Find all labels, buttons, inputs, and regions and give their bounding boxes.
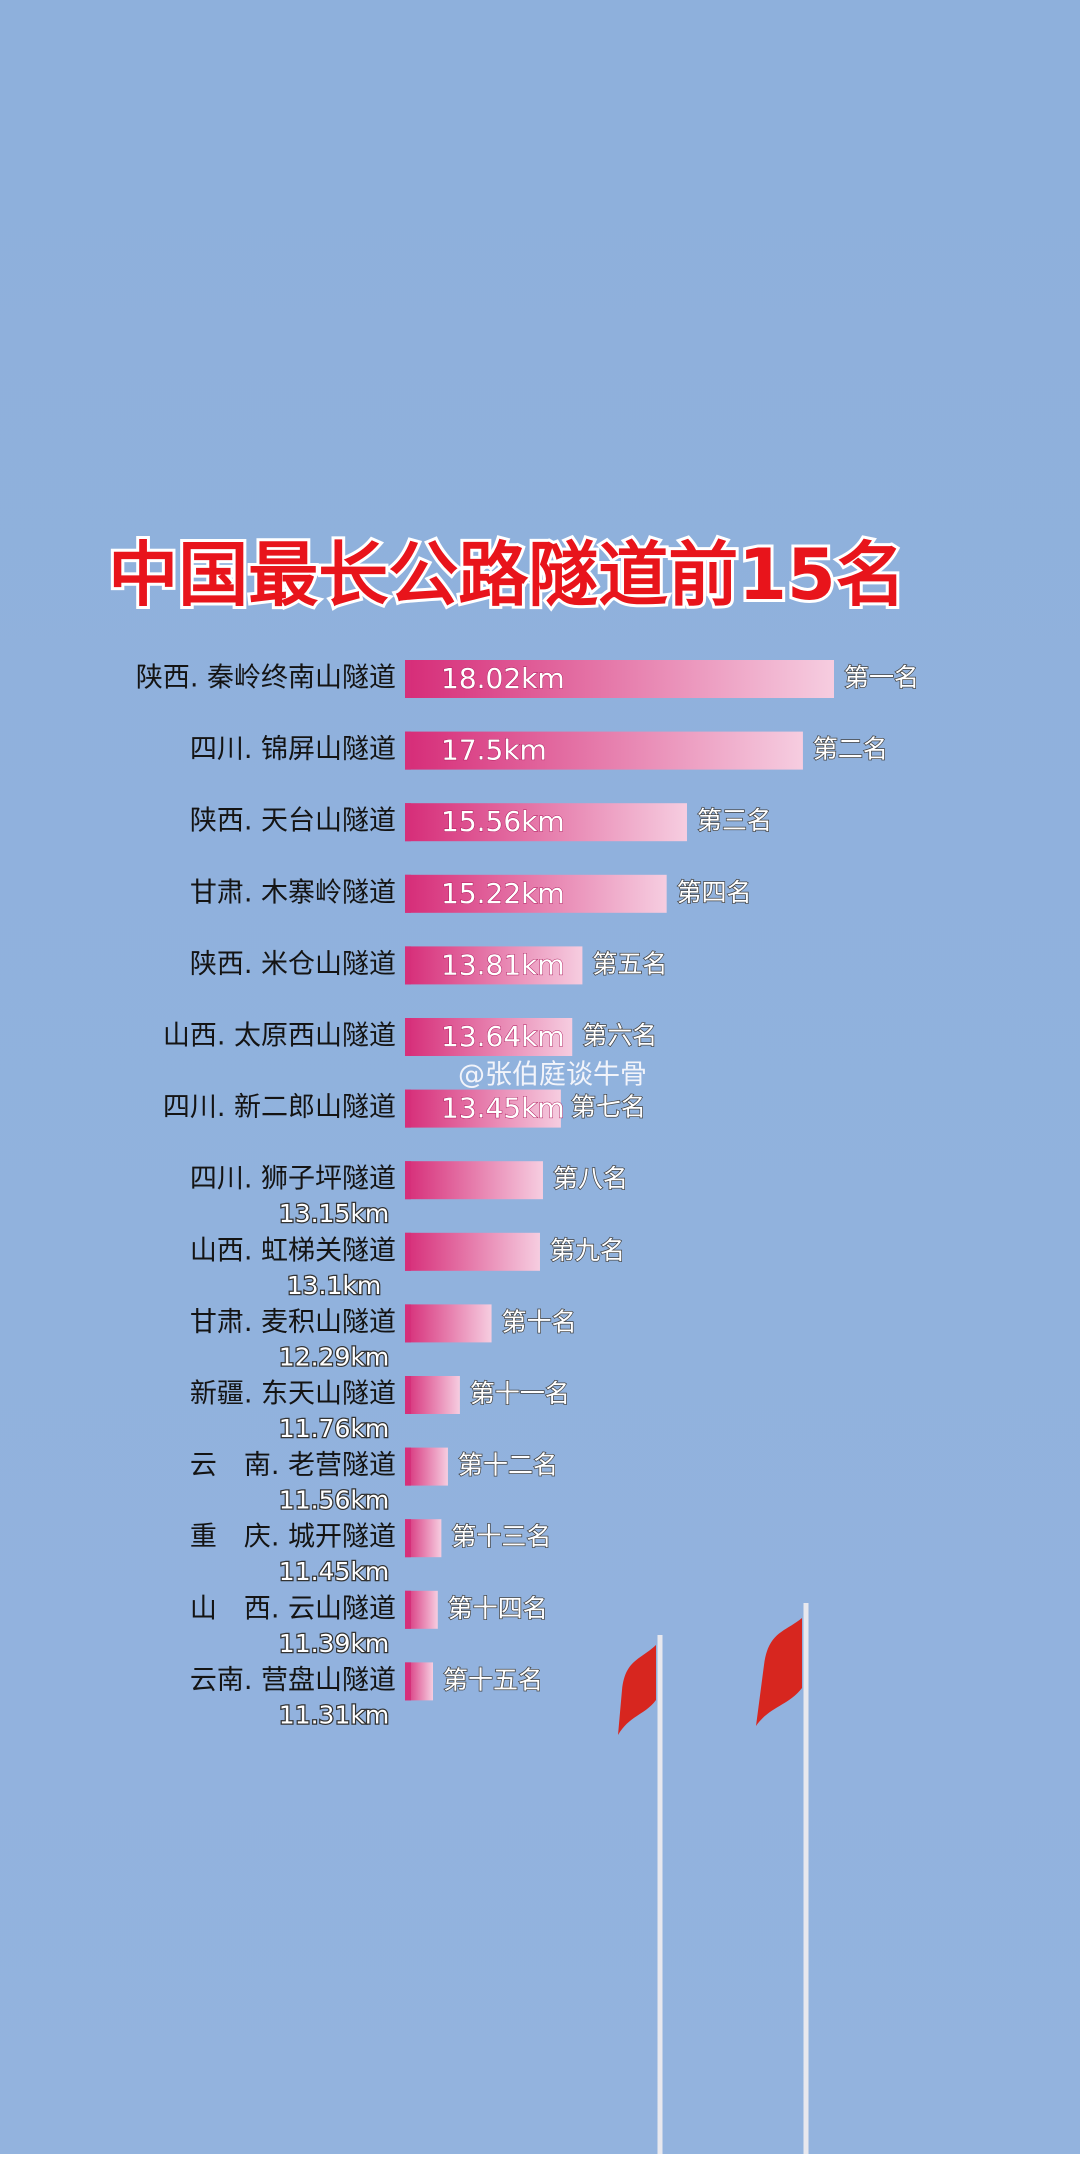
rank-label: 第十四名 xyxy=(448,1594,548,1623)
bar-edge xyxy=(405,1304,411,1343)
value-label: 15.56km xyxy=(441,805,565,838)
bar-edge xyxy=(405,1089,411,1128)
rank-label: 第六名 xyxy=(582,1021,657,1050)
bar xyxy=(405,946,583,985)
category-label: 山西. 太原西山隧道 xyxy=(163,1021,396,1052)
category-label: 山 西. 云山隧道 xyxy=(190,1593,396,1624)
category-label: 陕西. 秦岭终南山隧道 xyxy=(136,663,396,694)
rank-label: 第十五名 xyxy=(443,1665,543,1694)
value-label: 15.22km xyxy=(441,877,565,910)
category-label: 陕西. 天台山隧道 xyxy=(190,806,396,837)
bar xyxy=(405,1161,543,1200)
category-label: 山西. 虹梯关隧道 xyxy=(190,1235,396,1266)
bar xyxy=(405,731,803,770)
value-label: 11.76km xyxy=(279,1414,389,1443)
watermark: @张伯庭谈牛骨 xyxy=(458,1060,647,1091)
value-label: 11.45km xyxy=(279,1557,389,1586)
bar-edge xyxy=(405,1376,411,1414)
rank-label: 第七名 xyxy=(571,1093,646,1122)
category-label: 四川. 锦屏山隧道 xyxy=(190,734,396,765)
bar-edge xyxy=(405,660,411,698)
category-label: 四川. 狮子坪隧道 xyxy=(190,1164,396,1195)
bar xyxy=(405,874,667,913)
rank-label: 第五名 xyxy=(592,949,667,978)
bar-edge xyxy=(405,1662,411,1701)
bar xyxy=(405,1232,540,1271)
rank-label: 第二名 xyxy=(813,735,888,764)
bar xyxy=(405,803,687,842)
bar xyxy=(405,1447,448,1486)
value-label: 13.81km xyxy=(441,948,565,981)
bar xyxy=(405,1519,442,1558)
rank-label: 第十二名 xyxy=(458,1451,558,1480)
category-label: 甘肃. 麦积山隧道 xyxy=(190,1307,396,1338)
rank-label: 第四名 xyxy=(677,878,752,907)
rank-label: 第八名 xyxy=(553,1164,628,1193)
value-label: 12.29km xyxy=(279,1342,389,1371)
bar xyxy=(405,1089,561,1128)
category-label: 重 庆. 城开隧道 xyxy=(190,1522,396,1553)
value-label: 17.5km xyxy=(441,734,547,767)
category-label: 云南. 营盘山隧道 xyxy=(190,1665,396,1696)
bar xyxy=(405,1304,492,1343)
bar-edge xyxy=(405,1232,411,1271)
bar xyxy=(405,1376,460,1414)
category-label: 云 南. 老营隧道 xyxy=(190,1450,396,1481)
flags xyxy=(618,1603,809,2154)
value-label: 13.1km xyxy=(287,1271,382,1300)
rank-label: 第十名 xyxy=(502,1307,577,1336)
value-label: 11.56km xyxy=(279,1486,389,1515)
bar xyxy=(405,1018,573,1056)
bar-edge xyxy=(405,803,411,842)
bar xyxy=(405,660,834,698)
rank-label: 第十三名 xyxy=(451,1522,551,1551)
category-label: 新疆. 东天山隧道 xyxy=(190,1379,396,1410)
bar-edge xyxy=(405,1161,411,1200)
value-label: 13.45km xyxy=(441,1092,565,1125)
value-label: 13.64km xyxy=(441,1020,565,1053)
value-label: 13.15km xyxy=(279,1199,389,1228)
bar-edge xyxy=(405,731,411,770)
rank-label: 第十一名 xyxy=(470,1379,570,1408)
value-label: 11.31km xyxy=(279,1700,389,1729)
bar-edge xyxy=(405,1519,411,1558)
bar-edge xyxy=(405,1018,411,1056)
category-label: 陕西. 米仓山隧道 xyxy=(190,949,396,980)
rank-label: 第三名 xyxy=(697,806,772,835)
rank-label: 第一名 xyxy=(844,663,919,692)
bar-edge xyxy=(405,946,411,985)
bar-edge xyxy=(405,874,411,913)
value-label: 18.02km xyxy=(441,662,565,695)
bar-edge xyxy=(405,1590,411,1629)
value-label: 11.39km xyxy=(279,1629,389,1658)
chart-title: 中国最长公路隧道前15名 xyxy=(108,534,905,616)
bar-edge xyxy=(405,1447,411,1486)
rank-label: 第九名 xyxy=(550,1236,625,1265)
category-label: 甘肃. 木寨岭隧道 xyxy=(190,877,396,908)
category-label: 四川. 新二郎山隧道 xyxy=(163,1092,396,1123)
